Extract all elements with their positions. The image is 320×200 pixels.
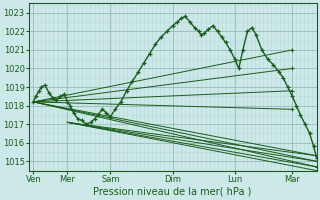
X-axis label: Pression niveau de la mer( hPa ): Pression niveau de la mer( hPa )	[93, 187, 252, 197]
